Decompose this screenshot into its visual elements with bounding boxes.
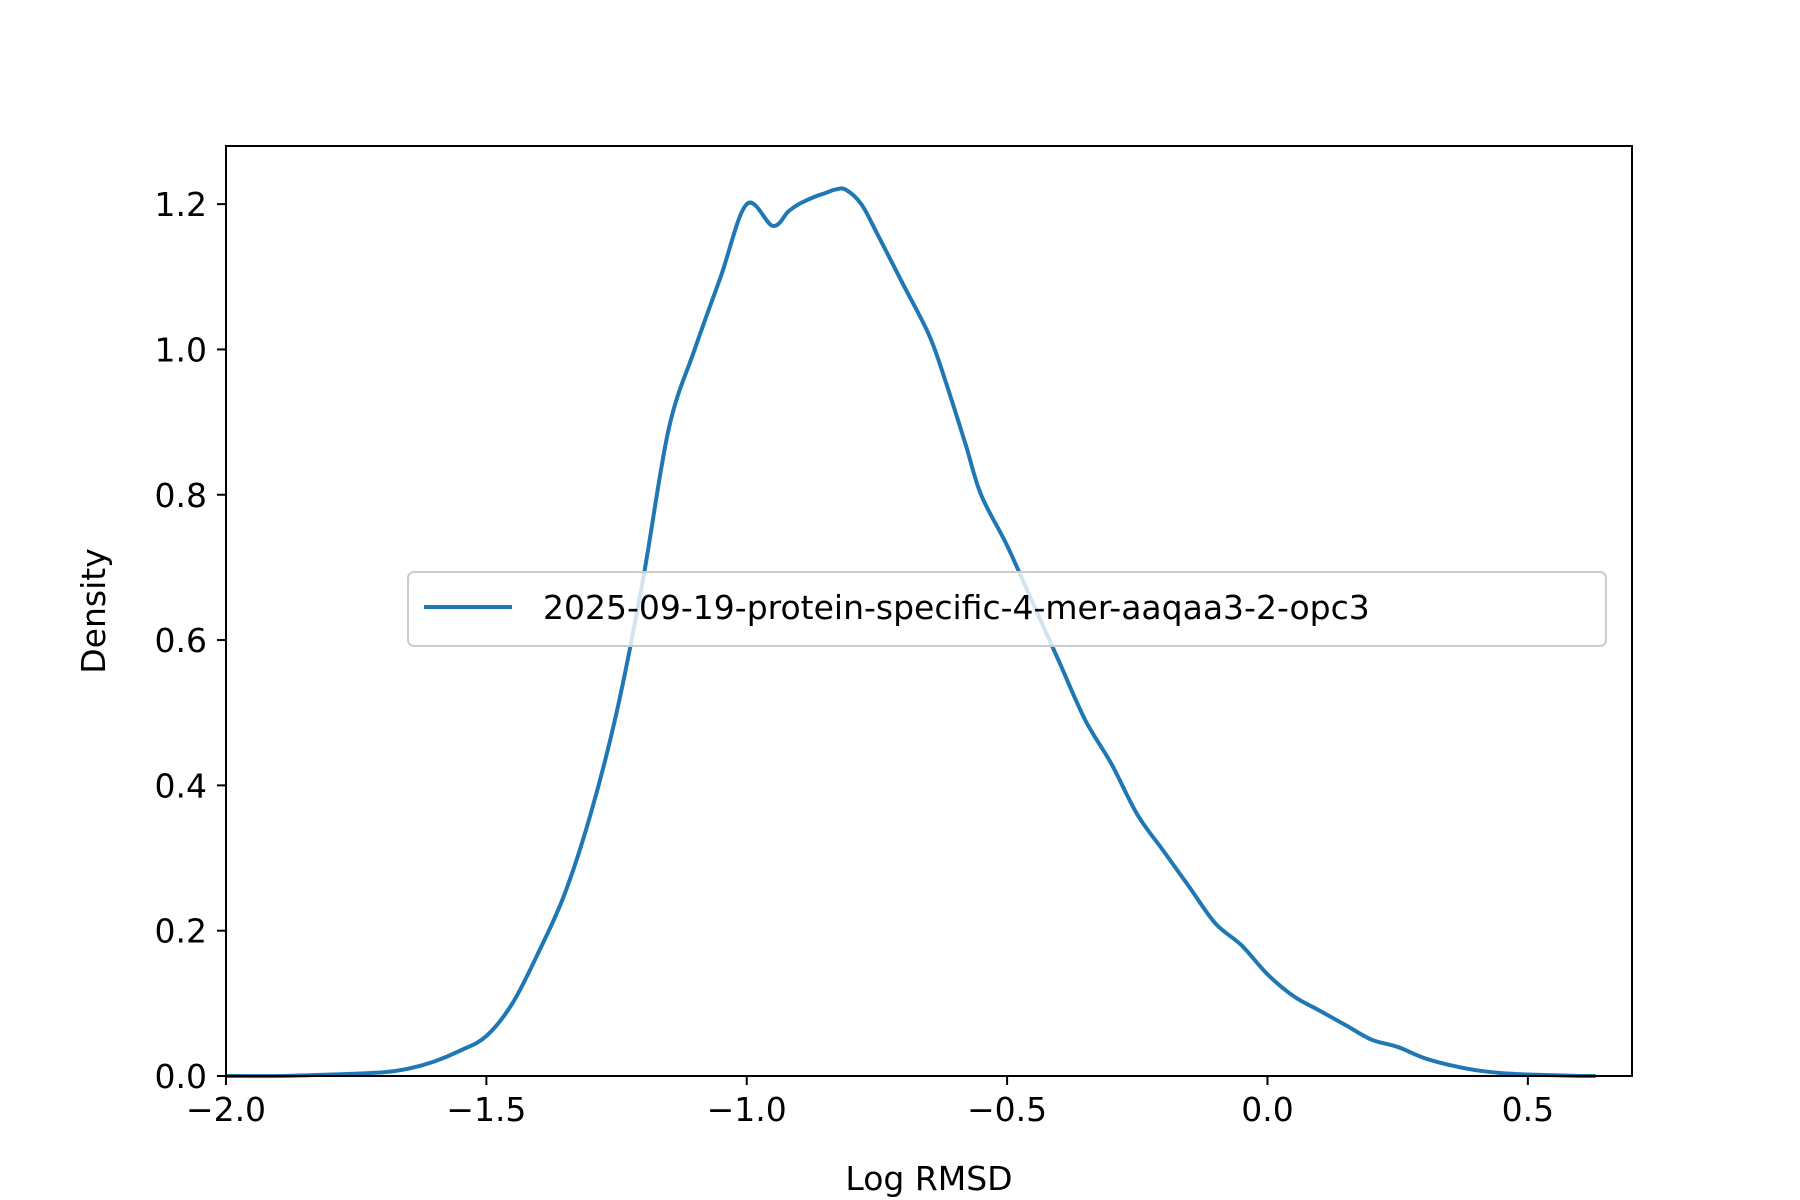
x-tick-label: −1.0 xyxy=(707,1090,787,1129)
legend: 2025-09-19-protein-specific-4-mer-aaqaa3… xyxy=(407,571,1607,647)
y-tick-label: 0.6 xyxy=(155,621,207,660)
x-tick-label: −2.0 xyxy=(186,1090,266,1129)
x-axis-ticks: −2.0 −1.5 −1.0 −0.5 0.0 0.5 xyxy=(186,1076,1554,1129)
plot-frame xyxy=(225,145,1633,1077)
legend-box xyxy=(407,571,1607,647)
series-layer xyxy=(225,186,1596,1079)
y-tick-label: 1.0 xyxy=(155,330,207,369)
y-axis-label: Density xyxy=(74,548,113,673)
y-tick-label: 0.2 xyxy=(155,912,207,951)
y-tick-label: 0.0 xyxy=(155,1057,207,1096)
series-line-0 xyxy=(225,186,1596,1079)
x-tick-label: 0.5 xyxy=(1502,1090,1554,1129)
legend-label: 2025-09-19-protein-specific-4-mer-aaqaa3… xyxy=(543,588,1370,627)
x-tick-label: −0.5 xyxy=(967,1090,1047,1129)
x-tick-label: −1.5 xyxy=(446,1090,526,1129)
x-axis-label: Log RMSD xyxy=(845,1159,1012,1198)
x-tick-label: 0.0 xyxy=(1241,1090,1293,1129)
y-tick-label: 1.2 xyxy=(155,185,207,224)
y-tick-label: 0.4 xyxy=(155,766,207,805)
y-tick-label: 0.8 xyxy=(155,476,207,515)
y-axis-ticks: 0.0 0.2 0.4 0.6 0.8 1.0 1.2 xyxy=(155,185,226,1096)
